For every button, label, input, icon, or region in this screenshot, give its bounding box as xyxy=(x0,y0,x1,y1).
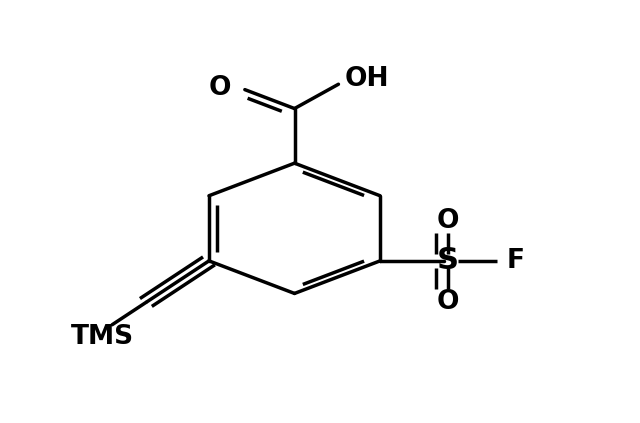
Text: S: S xyxy=(436,246,459,275)
Text: OH: OH xyxy=(345,66,389,92)
Text: F: F xyxy=(507,248,525,274)
Text: TMS: TMS xyxy=(71,324,134,349)
Text: O: O xyxy=(209,74,231,101)
Text: O: O xyxy=(436,288,459,315)
Text: O: O xyxy=(436,208,459,234)
